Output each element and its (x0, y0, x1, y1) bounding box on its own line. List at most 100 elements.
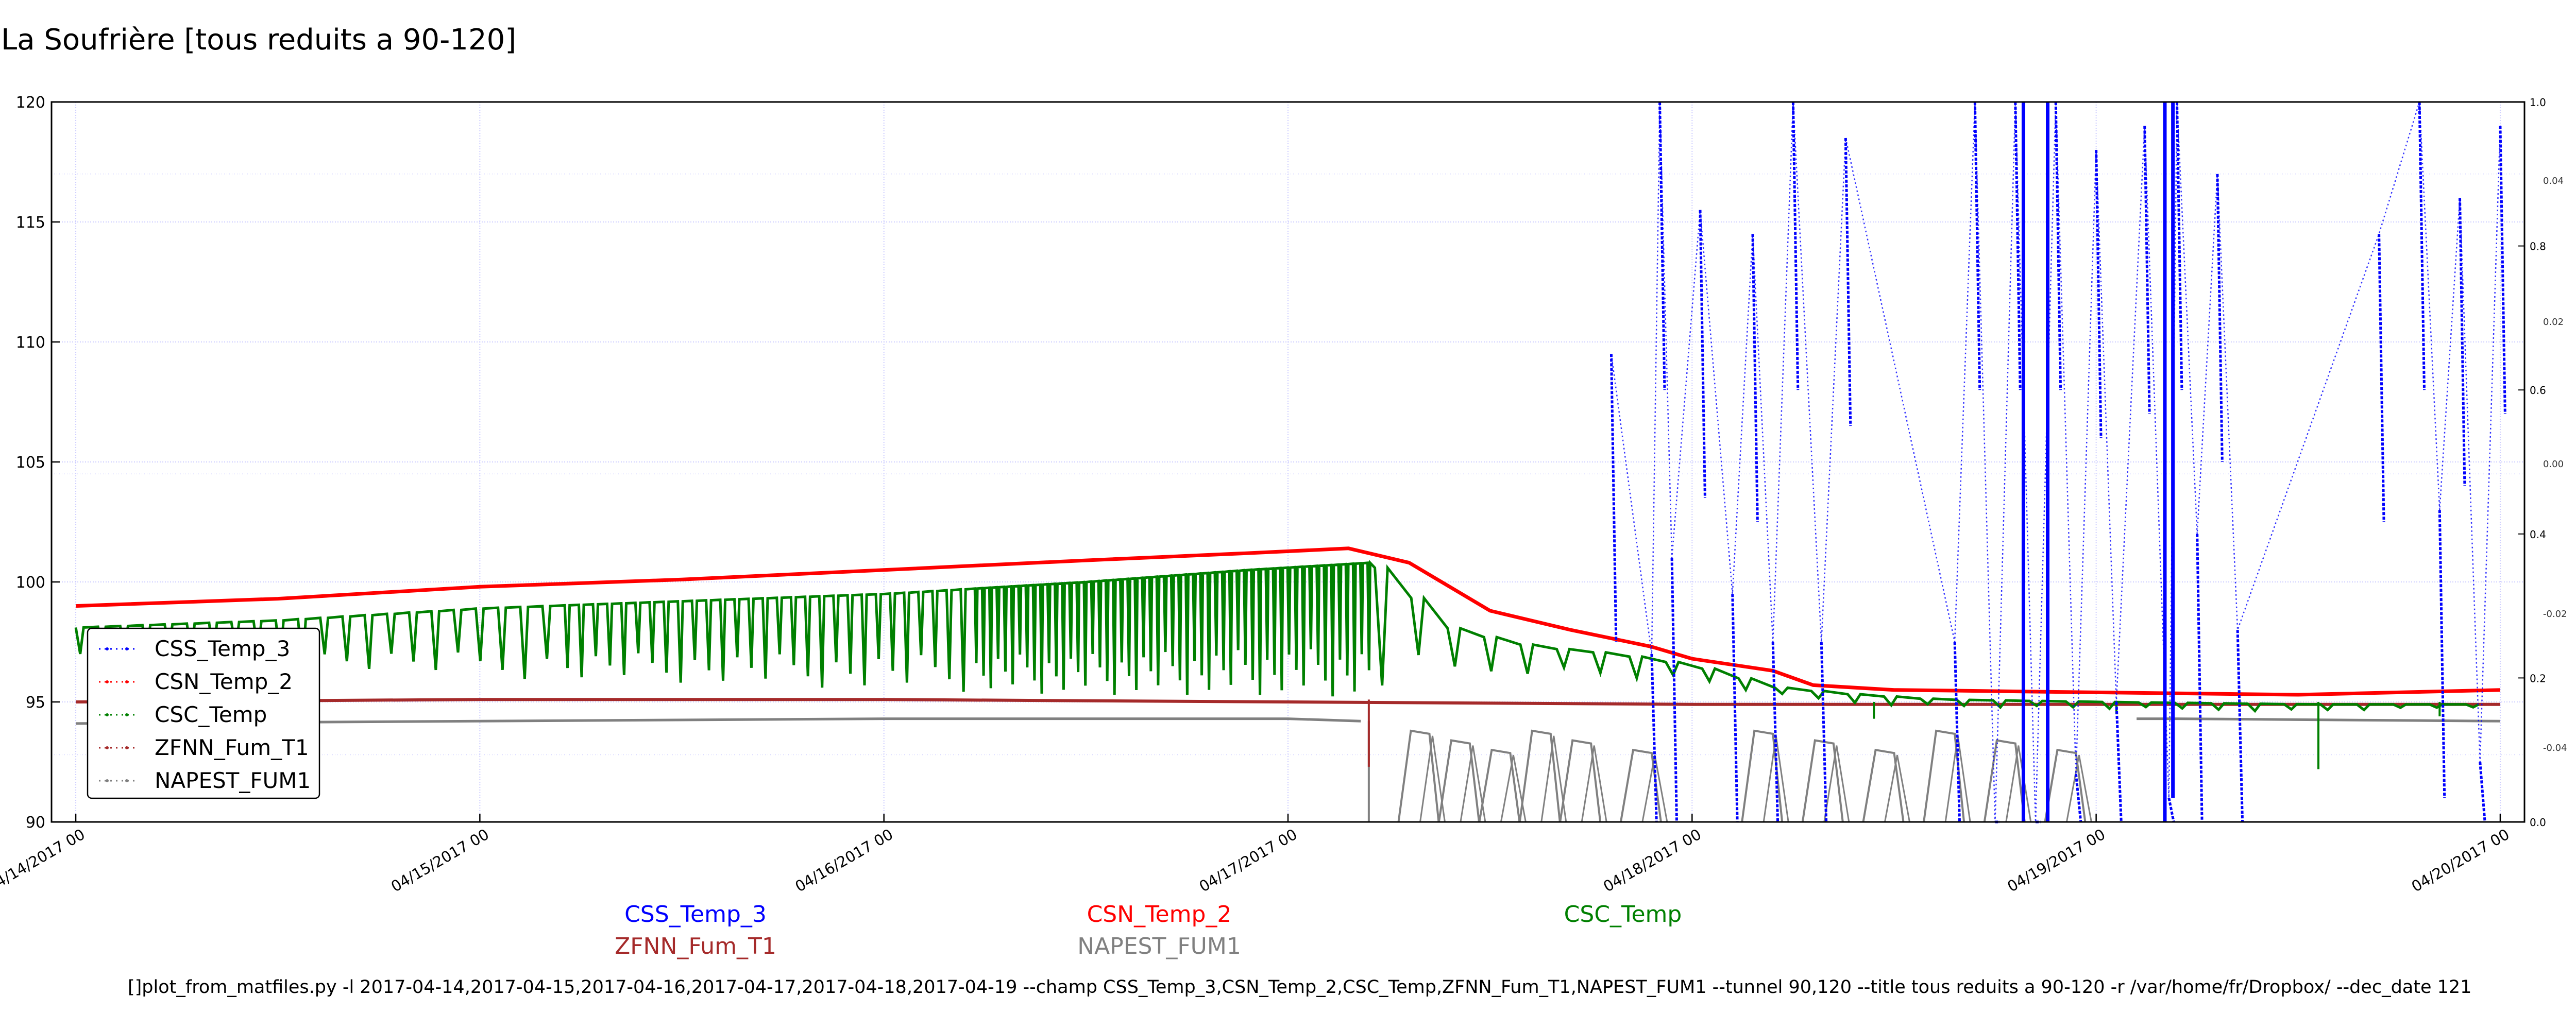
below-label-ZFNN_Fum_T1: ZFNN_Fum_T1 (615, 933, 776, 959)
series-spike-CSS_Temp_3 (2479, 762, 2486, 822)
right-tick-label: 0.8 (2530, 241, 2546, 253)
right-tick-label: 0.2 (2530, 672, 2546, 684)
series-spike-CSS_Temp_3 (1751, 234, 1759, 522)
right-tick-label: 0.6 (2530, 384, 2546, 397)
y-tick-label: 100 (16, 574, 45, 592)
legend-label-ZFNN_Fum_T1: ZFNN_Fum_T1 (155, 735, 309, 760)
x-tick-label: 04/16/2017 00 (792, 826, 896, 896)
series-line-CSN_Temp_2 (75, 546, 2500, 697)
series-spike-CSS_Temp_3 (1953, 642, 1961, 822)
series-spike-CSS_Temp_3 (1820, 642, 1828, 822)
series-spike-CSS_Temp_3 (2115, 701, 2123, 822)
legend-label-CSC_Temp: CSC_Temp (155, 702, 267, 727)
series-excursion-NAPEST_FUM1 (2065, 754, 2092, 822)
series-spike-CSS_Temp_3 (2236, 630, 2244, 822)
series-spike-CSS_Temp_3 (2216, 174, 2224, 462)
x-tick-label: 04/20/2017 00 (2409, 826, 2513, 896)
series-spike-CSS_Temp_3 (1731, 594, 1739, 822)
legend-label-CSS_Temp_3: CSS_Temp_3 (155, 636, 290, 661)
series-spike-CSS_Temp_3 (2499, 126, 2506, 414)
series-spike-CSS_Temp_3 (2167, 797, 2175, 822)
series-spike-CSS_Temp_3 (2196, 534, 2204, 822)
y-tick-label: 95 (26, 694, 45, 712)
series-spike-CSS_Temp_3 (1609, 354, 1618, 642)
series-spike-CSS_Temp_3 (2014, 101, 2022, 390)
y-tick-label: 90 (26, 814, 45, 832)
y-tick-label: 120 (16, 94, 45, 112)
series-excursion-NAPEST_FUM1 (1862, 748, 1905, 822)
below-label-CSS_Temp_3: CSS_Temp_3 (624, 901, 767, 928)
series-excursion-NAPEST_FUM1 (1397, 729, 1440, 822)
series-spike-CSS_Temp_3 (1670, 558, 1679, 822)
legend-marker-NAPEST_FUM1 (106, 779, 109, 782)
series-excursion-NAPEST_FUM1 (1478, 748, 1521, 822)
below-label-CSC_Temp: CSC_Temp (1564, 901, 1682, 928)
right-inner-tick-label: -0.04 (2543, 743, 2567, 753)
legend-marker-NAPEST_FUM1 (125, 779, 128, 782)
series-excursion-NAPEST_FUM1 (1983, 739, 2026, 822)
x-tick-label: 04/15/2017 00 (388, 826, 492, 896)
x-tick-label: 04/14/2017 00 (0, 826, 88, 896)
series-spike-CSS_Temp_3 (1699, 210, 1706, 498)
right-inner-tick-label: -0.02 (2543, 609, 2567, 620)
series-spike-CSS_Temp_3 (2459, 198, 2466, 486)
legend-marker-CSS_Temp_3 (106, 647, 109, 650)
series-excursion-NAPEST_FUM1 (1823, 745, 1850, 822)
series-spike-CSS_Temp_3 (1650, 654, 1658, 822)
series-spike-CSS_Temp_3 (2438, 510, 2446, 798)
legend-marker-CSN_Temp_2 (106, 680, 109, 683)
series-excursion-NAPEST_FUM1 (2005, 745, 2032, 822)
series-excursion-NAPEST_FUM1 (1884, 754, 1910, 822)
series-excursion-NAPEST_FUM1 (1500, 754, 1527, 822)
y-tick-label: 110 (16, 334, 45, 352)
x-tick-label: 04/18/2017 00 (1600, 826, 1704, 896)
series-excursion-NAPEST_FUM1 (1460, 745, 1486, 822)
series-excursion-NAPEST_FUM1 (1581, 745, 1607, 822)
series-spike-CSS_Temp_3 (1844, 138, 1852, 426)
series-line-CSS_Temp_3 (1611, 101, 2501, 822)
chart-title: La Soufrière [tous reduits a 90-120] (1, 23, 517, 57)
series-line-NAPEST_FUM1-tail (2137, 717, 2500, 723)
right-inner-tick-label: 0.00 (2543, 459, 2564, 470)
below-label-CSN_Temp_2: CSN_Temp_2 (1087, 901, 1232, 928)
legend-label-NAPEST_FUM1: NAPEST_FUM1 (155, 768, 311, 793)
command-line-footer: []plot_from_matfiles.py -l 2017-04-14,20… (128, 977, 2472, 998)
right-inner-tick-label: 0.04 (2543, 176, 2564, 186)
series-spike-CSS_Temp_3 (1973, 101, 1981, 390)
legend-marker-ZFNN_Fum_T1 (106, 746, 109, 749)
series-line-CSC_Temp (74, 559, 2480, 713)
series-excursion-NAPEST_FUM1 (1540, 735, 1567, 822)
series-spike-CSS_Temp_3 (2143, 126, 2151, 414)
below-label-NAPEST_FUM1: NAPEST_FUM1 (1077, 933, 1241, 959)
series-spike-CSS_Temp_3 (1791, 101, 1800, 390)
series-spike-CSS_Temp_3 (2054, 101, 2062, 390)
series-excursion-NAPEST_FUM1 (2044, 748, 2087, 822)
right-tick-label: 1.0 (2530, 96, 2546, 109)
series-spike-CSS_Temp_3 (1771, 642, 1780, 822)
series-spike-CSS_Temp_3 (2175, 101, 2183, 390)
right-tick-label: 0.0 (2530, 816, 2546, 829)
series-excursion-NAPEST_FUM1 (1559, 739, 1602, 822)
series-excursion-NAPEST_FUM1 (1437, 739, 1480, 822)
legend-marker-CSC_Temp (125, 713, 128, 716)
legend-box (87, 627, 320, 799)
y-tick-label: 115 (16, 214, 45, 232)
x-tick-label: 04/19/2017 00 (2004, 826, 2108, 896)
series-excursion-NAPEST_FUM1 (1619, 748, 1662, 822)
legend-label-CSN_Temp_2: CSN_Temp_2 (155, 669, 293, 694)
series-line-NAPEST_FUM1 (76, 717, 1361, 725)
legend-marker-ZFNN_Fum_T1 (125, 746, 128, 749)
x-tick-label: 04/17/2017 00 (1196, 826, 1300, 896)
series-spike-CSS_Temp_3 (2418, 101, 2426, 390)
series-spike-CSS_Temp_3 (2074, 774, 2082, 822)
series-spike-CSS_Temp_3 (1658, 101, 1666, 390)
legend-marker-CSN_Temp_2 (125, 680, 128, 683)
right-tick-label: 0.4 (2530, 528, 2546, 541)
series-excursion-NAPEST_FUM1 (1518, 729, 1561, 822)
series-excursion-NAPEST_FUM1 (1419, 735, 1446, 822)
series-spike-CSS_Temp_3 (2378, 234, 2385, 522)
series-spike-CSS_Temp_3 (2095, 150, 2103, 438)
series-line-ZFNN_Fum_T1 (76, 698, 2500, 706)
legend-marker-CSC_Temp (106, 713, 109, 716)
